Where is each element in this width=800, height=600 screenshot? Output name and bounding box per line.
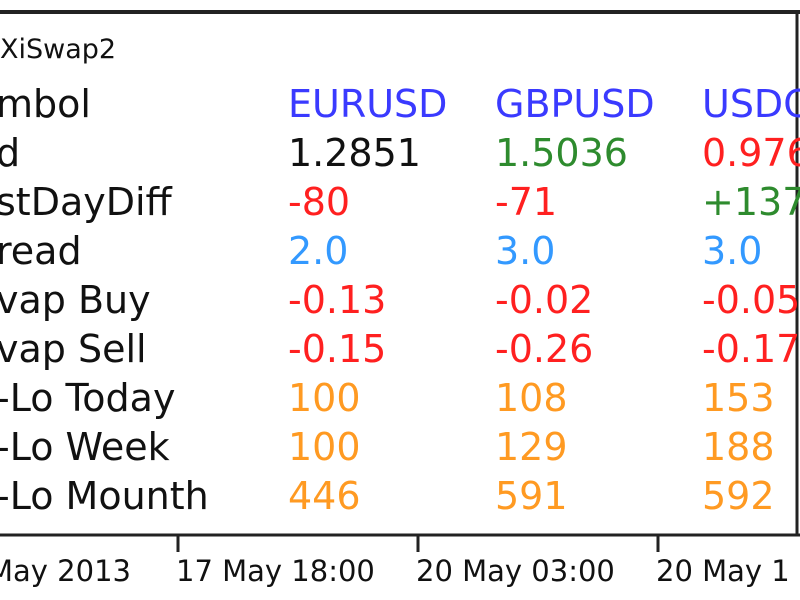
indicator-title: XiSwap2 bbox=[0, 34, 116, 65]
row-label: vap Buy bbox=[0, 278, 151, 322]
row-label: read bbox=[0, 229, 82, 273]
time-label: 20 May 03:00 bbox=[416, 554, 615, 588]
cell-value: USDC bbox=[702, 82, 800, 126]
row-label: -Lo Mounth bbox=[0, 474, 209, 518]
cell-value: 1.2851 bbox=[288, 131, 421, 175]
cell-value: GBPUSD bbox=[495, 82, 655, 126]
cell-value: 129 bbox=[495, 425, 568, 469]
cell-value: 188 bbox=[702, 425, 775, 469]
cell-value: -80 bbox=[288, 180, 350, 224]
time-label: 20 May 1 bbox=[656, 554, 790, 588]
row-label: -Lo Week bbox=[0, 425, 170, 469]
cell-value: -0.13 bbox=[288, 278, 386, 322]
cell-value: -0.26 bbox=[495, 327, 593, 371]
cell-value: EURUSD bbox=[288, 82, 447, 126]
cell-value: 3.0 bbox=[702, 229, 762, 273]
cell-value: 2.0 bbox=[288, 229, 348, 273]
cell-value: 592 bbox=[702, 474, 775, 518]
cell-value: -0.02 bbox=[495, 278, 593, 322]
time-label: May 2013 bbox=[0, 554, 131, 588]
cell-value: -0.05 bbox=[702, 278, 800, 322]
cell-value: 153 bbox=[702, 376, 775, 420]
row-label: stDayDiff bbox=[0, 180, 173, 224]
row-label: -Lo Today bbox=[0, 376, 175, 420]
cell-value: 446 bbox=[288, 474, 361, 518]
row-label: mbol bbox=[0, 82, 91, 126]
cell-value: 1.5036 bbox=[495, 131, 628, 175]
cell-value: 100 bbox=[288, 376, 361, 420]
cell-value: 100 bbox=[288, 425, 361, 469]
cell-value: -71 bbox=[495, 180, 557, 224]
cell-value: 3.0 bbox=[495, 229, 555, 273]
cell-value: 0.976 bbox=[702, 131, 800, 175]
time-label: 17 May 18:00 bbox=[176, 554, 375, 588]
cell-value: 108 bbox=[495, 376, 568, 420]
cell-value: 591 bbox=[495, 474, 568, 518]
cell-value: -0.15 bbox=[288, 327, 386, 371]
cell-value: +137 bbox=[702, 180, 800, 224]
cell-value: -0.17 bbox=[702, 327, 800, 371]
row-label: d bbox=[0, 131, 20, 175]
row-label: vap Sell bbox=[0, 327, 147, 371]
